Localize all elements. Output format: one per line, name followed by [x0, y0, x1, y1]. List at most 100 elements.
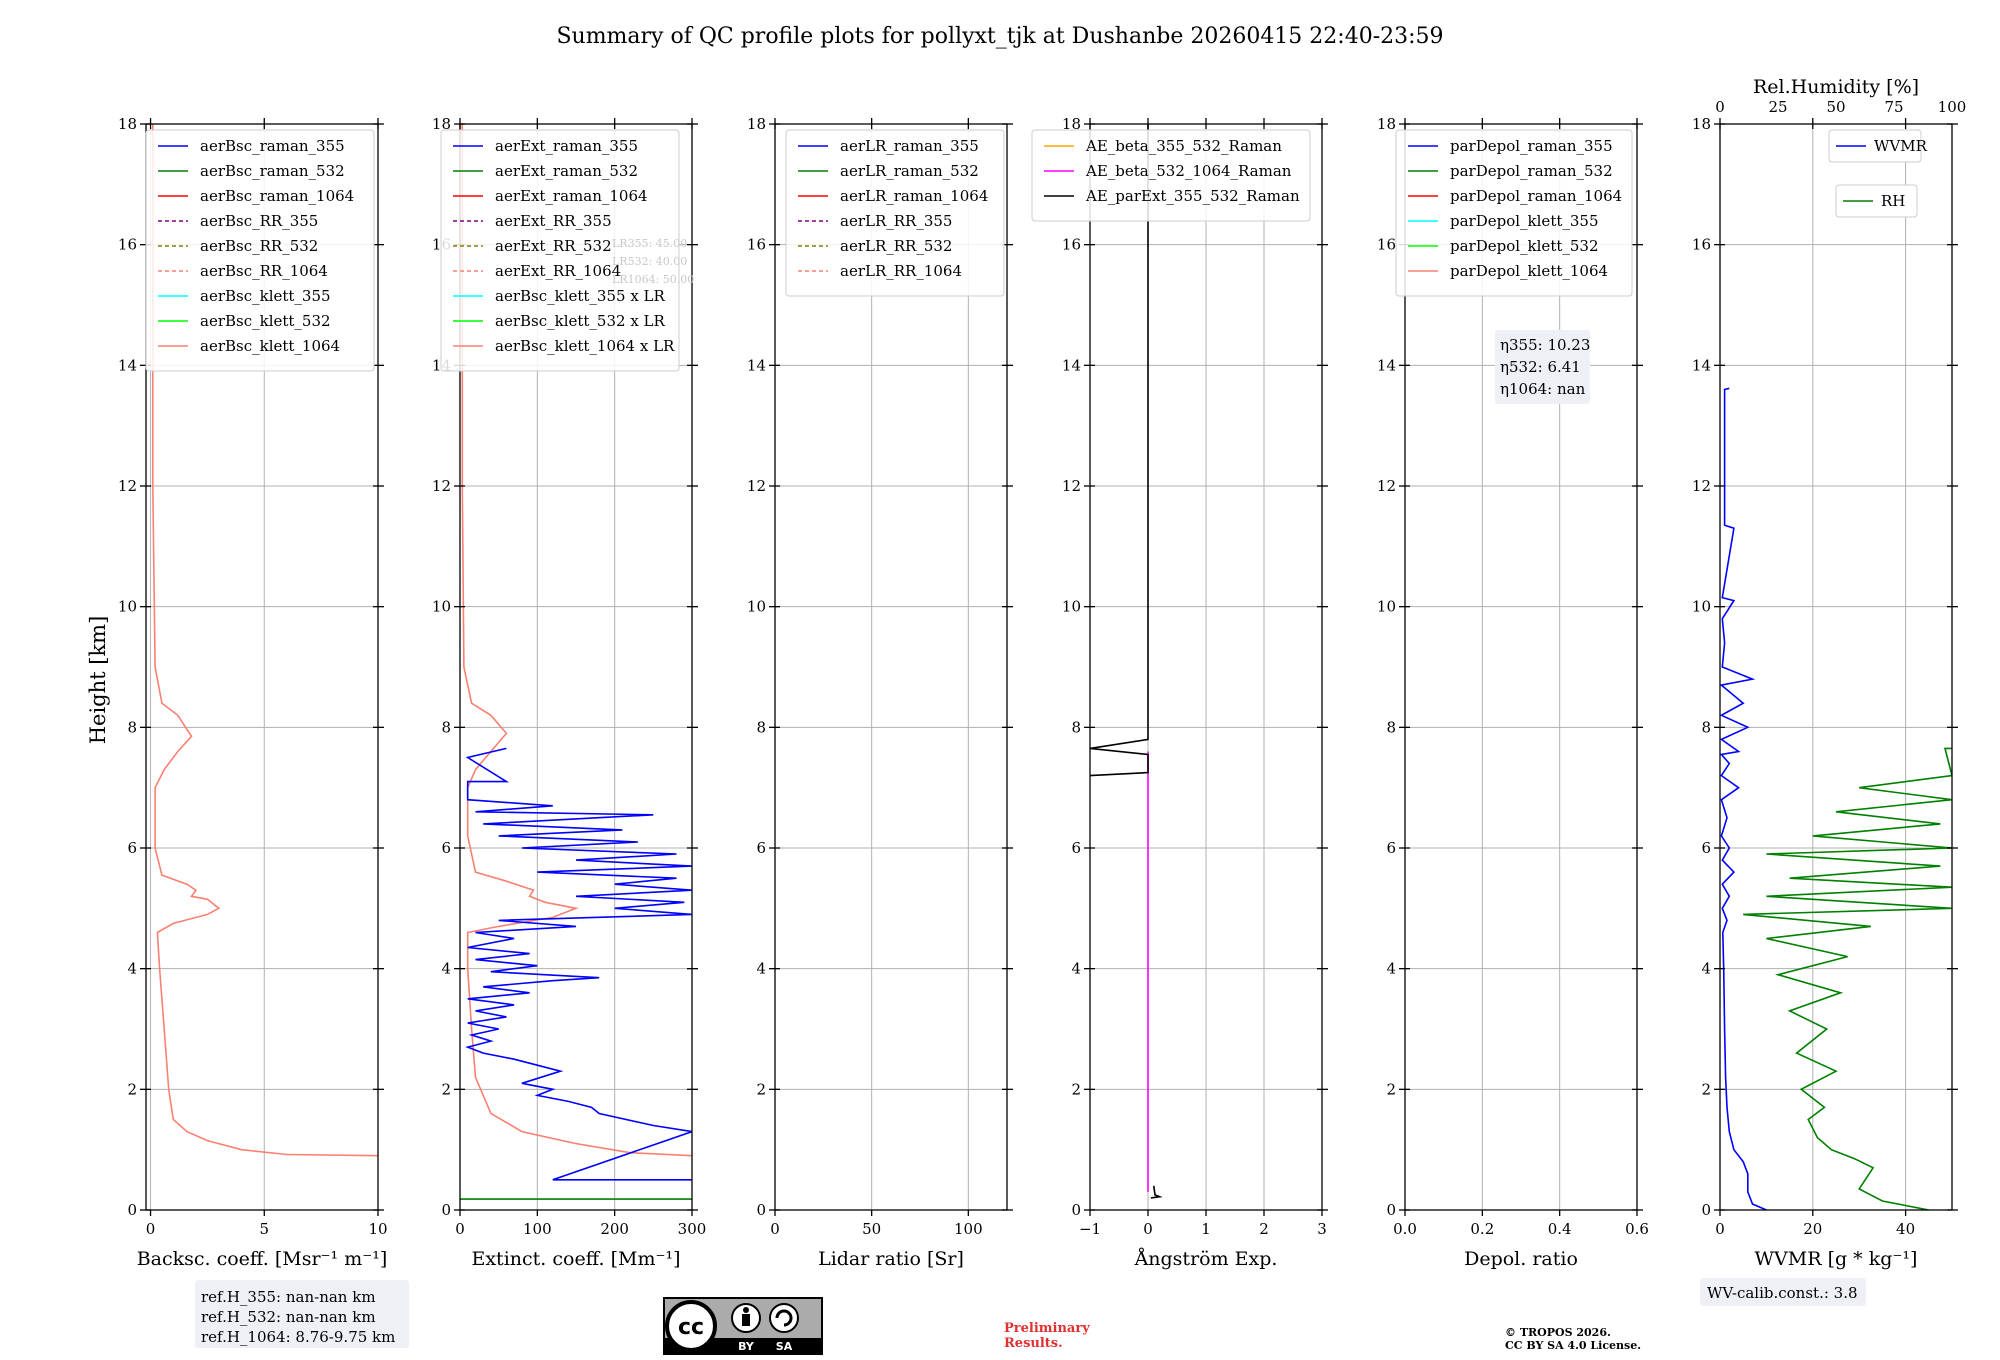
series-line-aerBsc_klett_1064 x LR [461, 124, 692, 1157]
series-group [1720, 387, 1952, 1210]
y-tick-label: 4 [441, 960, 451, 978]
x-tick-label: 1 [1201, 1220, 1211, 1238]
y-tick-label: 18 [747, 115, 766, 133]
y-tick-label: 10 [432, 598, 451, 616]
top-tick-label: 75 [1884, 98, 1903, 116]
y-tick-label: 14 [1692, 356, 1711, 374]
x-axis-label: Ångström Exp. [1134, 1248, 1278, 1270]
y-tick-label: 4 [127, 960, 137, 978]
y-tick-label: 8 [1701, 718, 1711, 736]
x-tick-label: 100 [523, 1220, 552, 1238]
legend-label: aerBsc_raman_1064 [200, 187, 354, 205]
preliminary-label-1: Preliminary [1004, 1321, 1090, 1336]
y-tick-label: 0 [756, 1201, 766, 1219]
x-tick-label: 0 [146, 1220, 156, 1238]
y-tick-label: 2 [1071, 1080, 1081, 1098]
series-group [1090, 124, 1163, 1199]
y-tick-label: 6 [127, 839, 137, 857]
x-tick-label: 200 [600, 1220, 629, 1238]
y-tick-label: 14 [1062, 356, 1081, 374]
copyright-line-1: © TROPOS 2026. [1505, 1326, 1611, 1339]
y-axis-label: Height [km] [86, 616, 110, 745]
eta-label: η532: 6.41 [1500, 358, 1581, 376]
legend-label: parDepol_klett_532 [1450, 237, 1599, 255]
axes-frame [774, 123, 1008, 1211]
y-tick-label: 14 [1377, 356, 1396, 374]
top-axis-label: Rel.Humidity [%] [1753, 76, 1919, 98]
x-axis-label: Lidar ratio [Sr] [818, 1248, 964, 1270]
x-tick-label: 40 [1896, 1220, 1915, 1238]
x-axis-label: Extinct. coeff. [Mm⁻¹] [471, 1248, 680, 1270]
top-tick-label: 25 [1768, 98, 1787, 116]
y-tick-label: 14 [118, 356, 137, 374]
attribution-head [743, 1307, 749, 1313]
legend-label: aerExt_RR_355 [495, 212, 612, 230]
badge-sa: SA [776, 1340, 793, 1353]
x-tick-label: 50 [862, 1220, 881, 1238]
y-tick-label: 16 [1377, 236, 1396, 254]
y-tick-label: 14 [747, 356, 766, 374]
panel-bsc: 0 2 4 6 8 10 12 14 16 18 0 5 10 Backsc. coeff. [Msr⁻¹… [118, 115, 388, 1270]
top-tick-label: 100 [1938, 98, 1967, 116]
legend-label: aerBsc_klett_1064 [200, 337, 340, 355]
y-tick-label: 4 [1701, 960, 1711, 978]
y-tick-label: 0 [1701, 1201, 1711, 1219]
series-line-RH [1743, 747, 1952, 1210]
series-line-AE_parExt_355_532_Raman [1090, 124, 1149, 777]
y-tick-label: 2 [441, 1080, 451, 1098]
series-group [460, 124, 692, 1200]
series-line-aerBsc_klett_1064 [152, 124, 378, 1157]
x-tick-label: 0 [770, 1220, 780, 1238]
y-tick-label: 12 [1377, 477, 1396, 495]
x-axis-label: Depol. ratio [1464, 1248, 1578, 1270]
share-alike-arrow [775, 1309, 793, 1327]
wv-calib-background [1700, 1278, 1866, 1306]
y-tick-label: 10 [1062, 598, 1081, 616]
legend-label: aerLR_raman_532 [840, 162, 979, 180]
y-tick-label: 0 [441, 1201, 451, 1219]
y-tick-label: 16 [1062, 236, 1081, 254]
legend-label: aerExt_raman_1064 [495, 187, 648, 205]
x-tick-label: 300 [678, 1220, 707, 1238]
ref-height-532: ref.H_532: nan-nan km [201, 1308, 376, 1326]
y-tick-label: 10 [747, 598, 766, 616]
y-tick-label: 4 [1386, 960, 1396, 978]
wv-calib-label: WV-calib.const.: 3.8 [1707, 1284, 1858, 1302]
legend-label: aerExt_RR_532 [495, 237, 612, 255]
legend-label: aerExt_raman_532 [495, 162, 638, 180]
x-tick-label: 0.6 [1625, 1220, 1649, 1238]
legend-label: AE_parExt_355_532_Raman [1085, 187, 1300, 205]
lr-note: LR355: 45.00 [612, 237, 687, 250]
legend-label: AE_beta_532_1064_Raman [1085, 162, 1292, 180]
legend-label: parDepol_raman_355 [1450, 137, 1613, 155]
legend-label: aerExt_RR_1064 [495, 262, 621, 280]
badge-by: BY [738, 1340, 755, 1353]
y-tick-label: 6 [756, 839, 766, 857]
lr-note: LR532: 40.00 [612, 255, 687, 268]
y-tick-label: 16 [747, 236, 766, 254]
legend-label: aerBsc_RR_532 [200, 237, 318, 255]
y-tick-label: 6 [1701, 839, 1711, 857]
x-tick-label: 2 [1259, 1220, 1269, 1238]
axes-frame [145, 123, 379, 1211]
x-axis-label: WVMR [g * kg⁻¹] [1755, 1248, 1918, 1270]
y-tick-label: 2 [127, 1080, 137, 1098]
legend-box [145, 129, 375, 372]
badge-cc: cc [678, 1315, 704, 1340]
legend-label: aerBsc_klett_355 x LR [495, 287, 666, 305]
legend-label: aerBsc_RR_355 [200, 212, 318, 230]
x-tick-label: 0 [455, 1220, 465, 1238]
legend-box [785, 129, 1005, 297]
panel-lr: 0 2 4 6 8 10 12 14 16 18 0 50 100 Lidar ratio [Sr] aer… [747, 115, 1013, 1270]
legend-label: aerBsc_klett_532 [200, 312, 331, 330]
series-group [152, 124, 378, 1157]
legend-label: aerBsc_klett_355 [200, 287, 331, 305]
series-line-aerExt_raman_355 [465, 747, 692, 1181]
legend-label: aerLR_raman_355 [840, 137, 979, 155]
y-tick-label: 6 [1071, 839, 1081, 857]
x-tick-label: 100 [954, 1220, 983, 1238]
legend-label: parDepol_raman_532 [1450, 162, 1613, 180]
